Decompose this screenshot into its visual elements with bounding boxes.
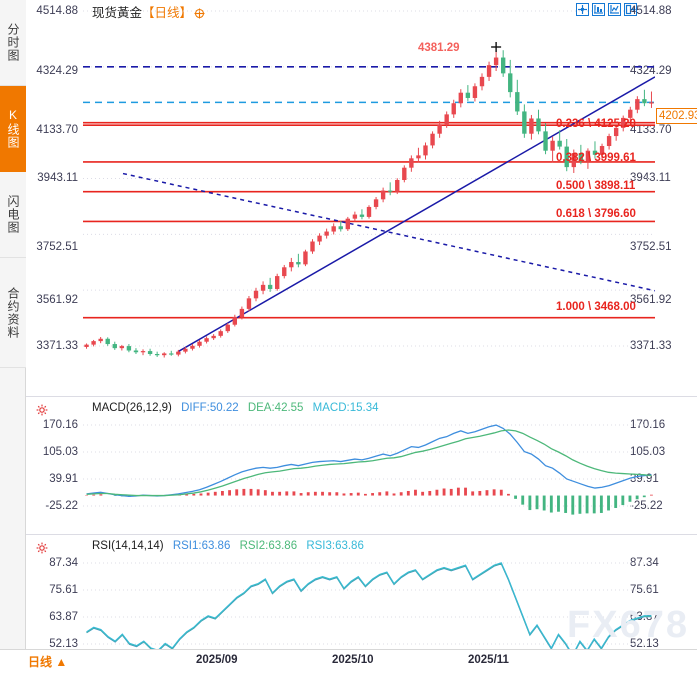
rsi-legend: RSI(14,14,14) RSI1:63.86 RSI2:63.86 RSI3…	[92, 540, 364, 552]
fib-level-label: 0.382 \ 3999.61	[556, 152, 636, 164]
rsi2-value: RSI2:63.86	[239, 540, 298, 552]
period-label: 【日线】	[142, 6, 193, 20]
left-tab-sidebar: 分时图 K线图 闪电图 合约资料	[0, 0, 26, 673]
current-price-tag[interactable]: 4202.93	[656, 108, 697, 124]
price-axis-tick-left: 4133.70	[36, 124, 78, 136]
sidebar-item-label: 闪电图	[6, 195, 20, 234]
rsi-svg	[83, 562, 655, 658]
measure-horizontal-icon[interactable]	[608, 3, 621, 16]
candlestick-svg	[83, 10, 655, 358]
price-axis-tick-left: 3752.51	[36, 241, 78, 253]
fib-level-label: 1.000 \ 3468.00	[556, 301, 636, 313]
macd-axis-tick-left: -25.22	[45, 500, 78, 512]
sidebar-item-kline-chart[interactable]: K线图	[0, 86, 26, 172]
rsi-axis-tick-left: 87.34	[49, 557, 78, 569]
chart-title: 现货黃金【日线】	[92, 2, 205, 21]
sidebar-item-label: K线图	[6, 108, 20, 149]
x-axis-label: 2025/10	[332, 654, 374, 666]
price-axis-tick-right: 3752.51	[630, 241, 672, 253]
macd-axis-tick-right: -25.22	[630, 500, 663, 512]
price-plot[interactable]	[83, 8, 655, 378]
price-axis-tick-left: 3561.92	[36, 294, 78, 306]
price-axis-tick-right: 4133.70	[630, 124, 672, 136]
price-axis-tick-left: 3371.33	[36, 340, 78, 352]
x-axis-label: 2025/09	[196, 654, 238, 666]
sidebar-item-lightning-chart[interactable]: 闪电图	[0, 172, 26, 258]
rsi-axis-tick-right: 52.13	[630, 638, 659, 650]
crosshair-tool-icon[interactable]	[576, 3, 589, 16]
sidebar-item-label: 分时图	[6, 23, 20, 62]
price-axis-tick-left: 4514.88	[36, 5, 78, 17]
period-selector-button[interactable]: 日线 ▲	[28, 655, 68, 669]
macd-diff-value: DIFF:50.22	[181, 402, 239, 414]
x-axis-label: 2025/11	[468, 654, 509, 666]
rsi-axis-tick-left: 63.87	[49, 611, 78, 623]
price-axis-tick-right: 4324.29	[630, 65, 672, 77]
export-icon[interactable]	[624, 3, 637, 16]
bottom-bar: 日线 ▲ 2025/09 2025/10 2025/11	[0, 649, 697, 673]
price-axis-tick-right: 3561.92	[630, 294, 672, 306]
rsi-axis-tick-right: 75.61	[630, 584, 659, 596]
macd-legend: MACD(26,12,9) DIFF:50.22 DEA:42.55 MACD:…	[92, 402, 379, 414]
macd-axis-tick-left: 170.16	[42, 419, 78, 431]
macd-axis-tick-left: 105.03	[42, 446, 78, 458]
price-axis-tick-right: 3371.33	[630, 340, 672, 352]
sidebar-item-time-chart[interactable]: 分时图	[0, 0, 26, 86]
rsi-axis-tick-right: 87.34	[630, 557, 659, 569]
macd-macd-value: MACD:15.34	[312, 402, 379, 414]
price-axis-tick-left: 4324.29	[36, 65, 78, 77]
macd-title: MACD(26,12,9)	[92, 402, 172, 414]
rsi-plot[interactable]	[83, 548, 655, 658]
rsi-title: RSI(14,14,14)	[92, 540, 164, 552]
rsi-axis-tick-left: 52.13	[49, 638, 78, 650]
price-axis-tick-left: 3943.11	[37, 172, 78, 184]
macd-svg	[83, 424, 655, 515]
fib-level-label: 0.500 \ 3898.11	[556, 180, 636, 192]
rsi-gear-icon[interactable]	[36, 542, 48, 554]
measure-vertical-icon[interactable]	[592, 3, 605, 16]
sidebar-item-label: 合约资料	[6, 286, 20, 339]
macd-dea-value: DEA:42.55	[247, 402, 304, 414]
rsi3-value: RSI3:63.86	[306, 540, 364, 552]
price-axis-tick-right: 3943.11	[630, 172, 671, 184]
macd-gear-icon[interactable]	[36, 404, 48, 416]
crosshair-icon[interactable]	[194, 8, 205, 19]
instrument-name: 现货黃金	[92, 6, 143, 20]
fib-level-label: 0.618 \ 3796.60	[556, 208, 636, 220]
chart-area: 现货黃金【日线】 4514.88 4324.29 4133.70 3943.11…	[26, 0, 697, 673]
rsi-axis-tick-left: 75.61	[49, 584, 78, 596]
peak-price-label: 4381.29	[418, 42, 460, 54]
sidebar-item-contract-info[interactable]: 合约资料	[0, 258, 26, 368]
price-axis-tick-right: 4514.88	[630, 5, 672, 17]
chart-toolbar	[576, 3, 637, 16]
fib-level-label: 0.236 \ 4125.20	[556, 118, 636, 130]
rsi1-value: RSI1:63.86	[172, 540, 231, 552]
macd-plot[interactable]	[83, 410, 655, 528]
macd-axis-tick-left: 39.91	[49, 473, 78, 485]
